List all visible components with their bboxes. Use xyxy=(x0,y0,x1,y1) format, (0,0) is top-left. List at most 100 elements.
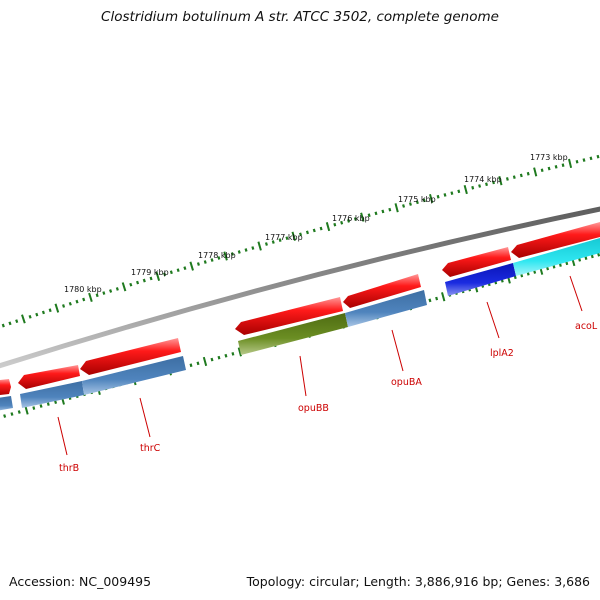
thrb-leader-line xyxy=(57,416,68,456)
outer-minor-tick xyxy=(149,276,153,281)
outer-minor-tick xyxy=(163,272,167,277)
inner-minor-tick xyxy=(39,404,43,408)
inner-minor-tick xyxy=(210,357,214,362)
inner-minor-tick xyxy=(435,296,439,301)
kbp-label-1780: 1780 kbp xyxy=(64,285,102,294)
kbp-label-1774: 1774 kbp xyxy=(464,175,502,184)
outer-minor-tick xyxy=(129,282,133,287)
genome-backbone xyxy=(0,206,600,369)
outer-minor-tick xyxy=(492,180,495,185)
outer-minor-tick xyxy=(340,220,344,225)
outer-minor-tick xyxy=(540,168,544,173)
inner-minor-tick xyxy=(590,254,594,259)
outer-major-tick xyxy=(223,251,228,261)
outer-minor-tick xyxy=(1,323,5,328)
inner-minor-tick xyxy=(428,298,432,303)
outer-major-tick xyxy=(568,158,573,169)
outer-minor-tick xyxy=(471,185,475,190)
outer-minor-tick xyxy=(217,256,221,260)
outer-minor-tick xyxy=(478,184,482,188)
outer-major-tick xyxy=(394,203,399,213)
outer-minor-tick xyxy=(305,230,309,235)
inner-minor-tick xyxy=(189,363,193,368)
outer-minor-tick xyxy=(575,159,579,164)
outer-minor-tick xyxy=(299,232,303,237)
inner-minor-tick xyxy=(217,355,221,360)
map-title: Clostridium botulinum A str. ATCC 3502, … xyxy=(101,9,499,25)
outer-minor-tick xyxy=(589,156,593,161)
outer-minor-tick xyxy=(62,304,66,308)
outer-minor-tick xyxy=(485,182,488,187)
inner-major-tick xyxy=(237,347,242,357)
thrc-leader-line xyxy=(139,397,151,438)
inner-minor-tick xyxy=(533,270,537,274)
kbp-label-1779: 1779 kbp xyxy=(131,268,169,277)
outer-minor-tick xyxy=(367,213,371,218)
outer-minor-tick xyxy=(251,246,255,250)
inner-minor-tick xyxy=(558,263,562,267)
outer-minor-tick xyxy=(561,163,565,167)
outer-minor-tick xyxy=(512,175,516,179)
outer-minor-tick xyxy=(142,278,146,283)
inner-minor-tick xyxy=(46,402,50,406)
outer-major-tick xyxy=(21,314,26,324)
genome-summary-text: Topology: circular; Length: 3,886,916 bp… xyxy=(246,574,590,589)
gene-forward-7 xyxy=(511,222,600,258)
inner-minor-tick xyxy=(54,400,58,405)
outer-major-tick xyxy=(429,193,434,204)
outer-minor-tick xyxy=(82,297,86,302)
outer-minor-tick xyxy=(109,289,113,293)
outer-minor-tick xyxy=(8,321,12,326)
outer-minor-tick xyxy=(264,242,268,246)
outer-minor-tick xyxy=(75,299,79,304)
outer-minor-tick xyxy=(271,240,275,244)
outer-major-tick xyxy=(325,222,331,232)
outer-minor-tick xyxy=(196,262,200,266)
opubb-leader-line xyxy=(299,355,307,397)
gene-forward-5 xyxy=(343,274,421,308)
outer-minor-tick xyxy=(526,171,530,176)
outer-major-tick xyxy=(463,184,468,195)
inner-minor-tick xyxy=(231,352,235,356)
outer-minor-tick xyxy=(415,200,419,205)
inner-minor-tick xyxy=(32,406,36,410)
outer-minor-tick xyxy=(35,312,39,317)
outer-minor-tick xyxy=(582,158,586,162)
inner-minor-tick xyxy=(552,264,556,269)
gene-reverse-lpla2 xyxy=(445,263,516,296)
outer-major-tick xyxy=(189,261,194,271)
inner-minor-tick xyxy=(17,410,21,414)
outer-minor-tick xyxy=(436,194,440,199)
outer-minor-tick xyxy=(28,314,32,319)
gene-forward-2 xyxy=(18,365,80,389)
gene-reverse-1 xyxy=(0,396,13,411)
outer-minor-tick xyxy=(278,238,282,243)
inner-minor-tick xyxy=(565,261,569,266)
gene-forward-3 xyxy=(80,338,181,375)
outer-minor-tick xyxy=(285,236,289,241)
gene-reverse-acol xyxy=(513,238,600,276)
kbp-label-1775: 1775 kbp xyxy=(398,195,436,204)
outer-minor-tick xyxy=(381,209,385,214)
outer-minor-tick xyxy=(102,291,106,295)
outer-major-tick xyxy=(291,231,296,241)
outer-minor-tick xyxy=(353,217,357,221)
kbp-label-1778: 1778 kbp xyxy=(198,251,236,260)
outer-minor-tick xyxy=(443,193,447,197)
outer-minor-tick xyxy=(554,165,558,169)
outer-major-tick xyxy=(121,282,127,292)
opuba-leader-line xyxy=(391,329,404,372)
gene-forward-6 xyxy=(442,247,511,277)
gene-label-acol: acoL xyxy=(575,321,598,332)
outer-minor-tick xyxy=(312,228,316,233)
outer-major-tick xyxy=(54,303,60,313)
outer-minor-tick xyxy=(230,252,234,256)
outer-major-tick xyxy=(155,271,161,281)
outer-major-tick xyxy=(88,292,93,302)
inner-minor-tick xyxy=(196,361,200,366)
outer-major-tick xyxy=(498,176,503,186)
outer-minor-tick xyxy=(48,308,52,313)
outer-minor-tick xyxy=(237,250,241,254)
gene-forward-4 xyxy=(235,297,343,335)
outer-minor-tick xyxy=(41,310,45,315)
